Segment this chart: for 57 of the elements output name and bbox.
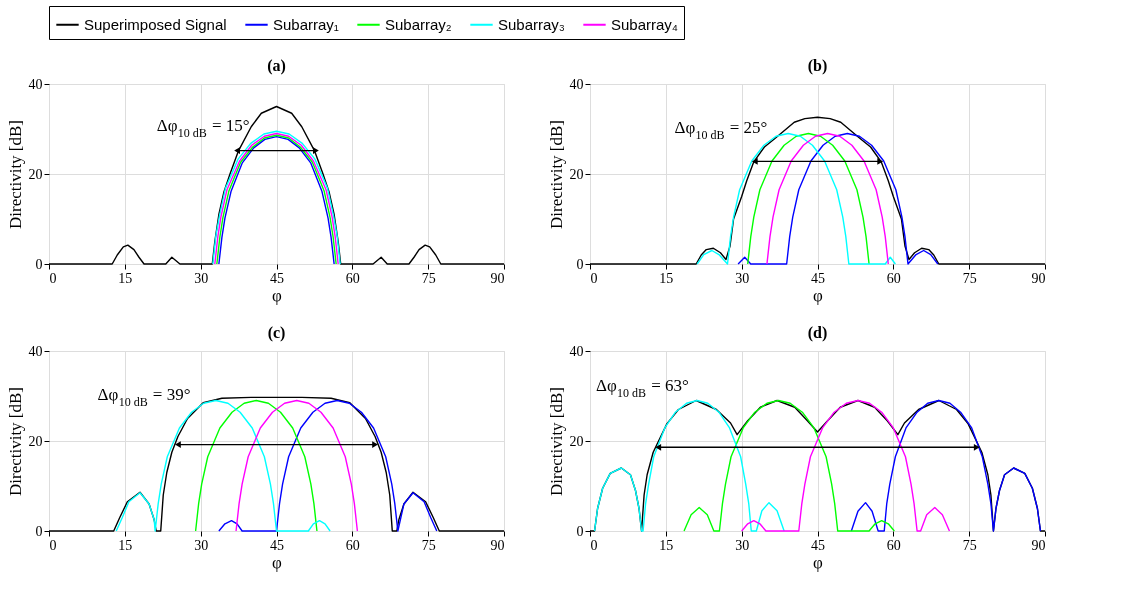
x-tick-label: 75 xyxy=(421,537,436,553)
y-tick-label: 40 xyxy=(28,343,43,359)
y-tick-label: 40 xyxy=(28,76,43,92)
x-tick-label: 75 xyxy=(421,270,436,286)
chart-title: (b) xyxy=(807,57,828,75)
chart-title: (a) xyxy=(267,57,286,75)
x-tick-label: 60 xyxy=(886,537,901,553)
x-tick-label: 45 xyxy=(811,537,825,553)
chart-title: (d) xyxy=(807,324,828,342)
legend-label: Subarray₄ xyxy=(611,15,678,33)
x-tick-label: 0 xyxy=(49,270,57,286)
x-tick-label: 30 xyxy=(194,270,209,286)
x-tick-label: 45 xyxy=(811,270,825,286)
y-axis-title: Directivity [dB] xyxy=(5,119,25,230)
y-tick-label: 40 xyxy=(569,76,584,92)
y-tick-label: 20 xyxy=(569,433,584,449)
y-tick-label: 0 xyxy=(35,256,43,272)
chart-title: (c) xyxy=(267,324,286,342)
y-tick-label: 0 xyxy=(576,523,584,539)
x-axis-title: φ xyxy=(272,552,283,572)
legend-label: Subarray₃ xyxy=(498,15,565,33)
y-tick-label: 0 xyxy=(576,256,584,272)
y-axis-title: Directivity [dB] xyxy=(546,386,566,497)
legend-label: Subarray₁ xyxy=(273,15,339,33)
x-tick-label: 0 xyxy=(49,537,57,553)
x-axis-title: φ xyxy=(813,285,824,305)
y-tick-label: 20 xyxy=(569,166,584,182)
x-tick-label: 15 xyxy=(118,537,133,553)
x-tick-label: 60 xyxy=(345,537,360,553)
legend-label: Subarray₂ xyxy=(385,15,452,33)
x-tick-label: 45 xyxy=(270,270,284,286)
x-tick-label: 90 xyxy=(490,537,505,553)
y-tick-label: 0 xyxy=(35,523,43,539)
x-tick-label: 90 xyxy=(1031,537,1046,553)
legend-label: Superimposed Signal xyxy=(84,15,227,33)
x-tick-label: 30 xyxy=(735,537,750,553)
x-tick-label: 15 xyxy=(659,537,674,553)
x-axis-title: φ xyxy=(813,552,824,572)
x-tick-label: 75 xyxy=(962,270,977,286)
x-tick-label: 30 xyxy=(194,537,209,553)
y-tick-label: 20 xyxy=(28,433,43,449)
x-axis-title: φ xyxy=(272,285,283,305)
x-tick-label: 15 xyxy=(118,270,133,286)
x-tick-label: 75 xyxy=(962,537,977,553)
x-tick-label: 30 xyxy=(735,270,750,286)
y-axis-title: Directivity [dB] xyxy=(546,119,566,230)
y-tick-label: 40 xyxy=(569,343,584,359)
y-tick-label: 20 xyxy=(28,166,43,182)
y-axis-title: Directivity [dB] xyxy=(5,386,25,497)
x-tick-label: 60 xyxy=(886,270,901,286)
x-tick-label: 60 xyxy=(345,270,360,286)
x-tick-label: 45 xyxy=(270,537,284,553)
x-tick-label: 90 xyxy=(1031,270,1046,286)
x-tick-label: 90 xyxy=(490,270,505,286)
x-tick-label: 0 xyxy=(590,270,598,286)
x-tick-label: 0 xyxy=(590,537,598,553)
x-tick-label: 15 xyxy=(659,270,674,286)
